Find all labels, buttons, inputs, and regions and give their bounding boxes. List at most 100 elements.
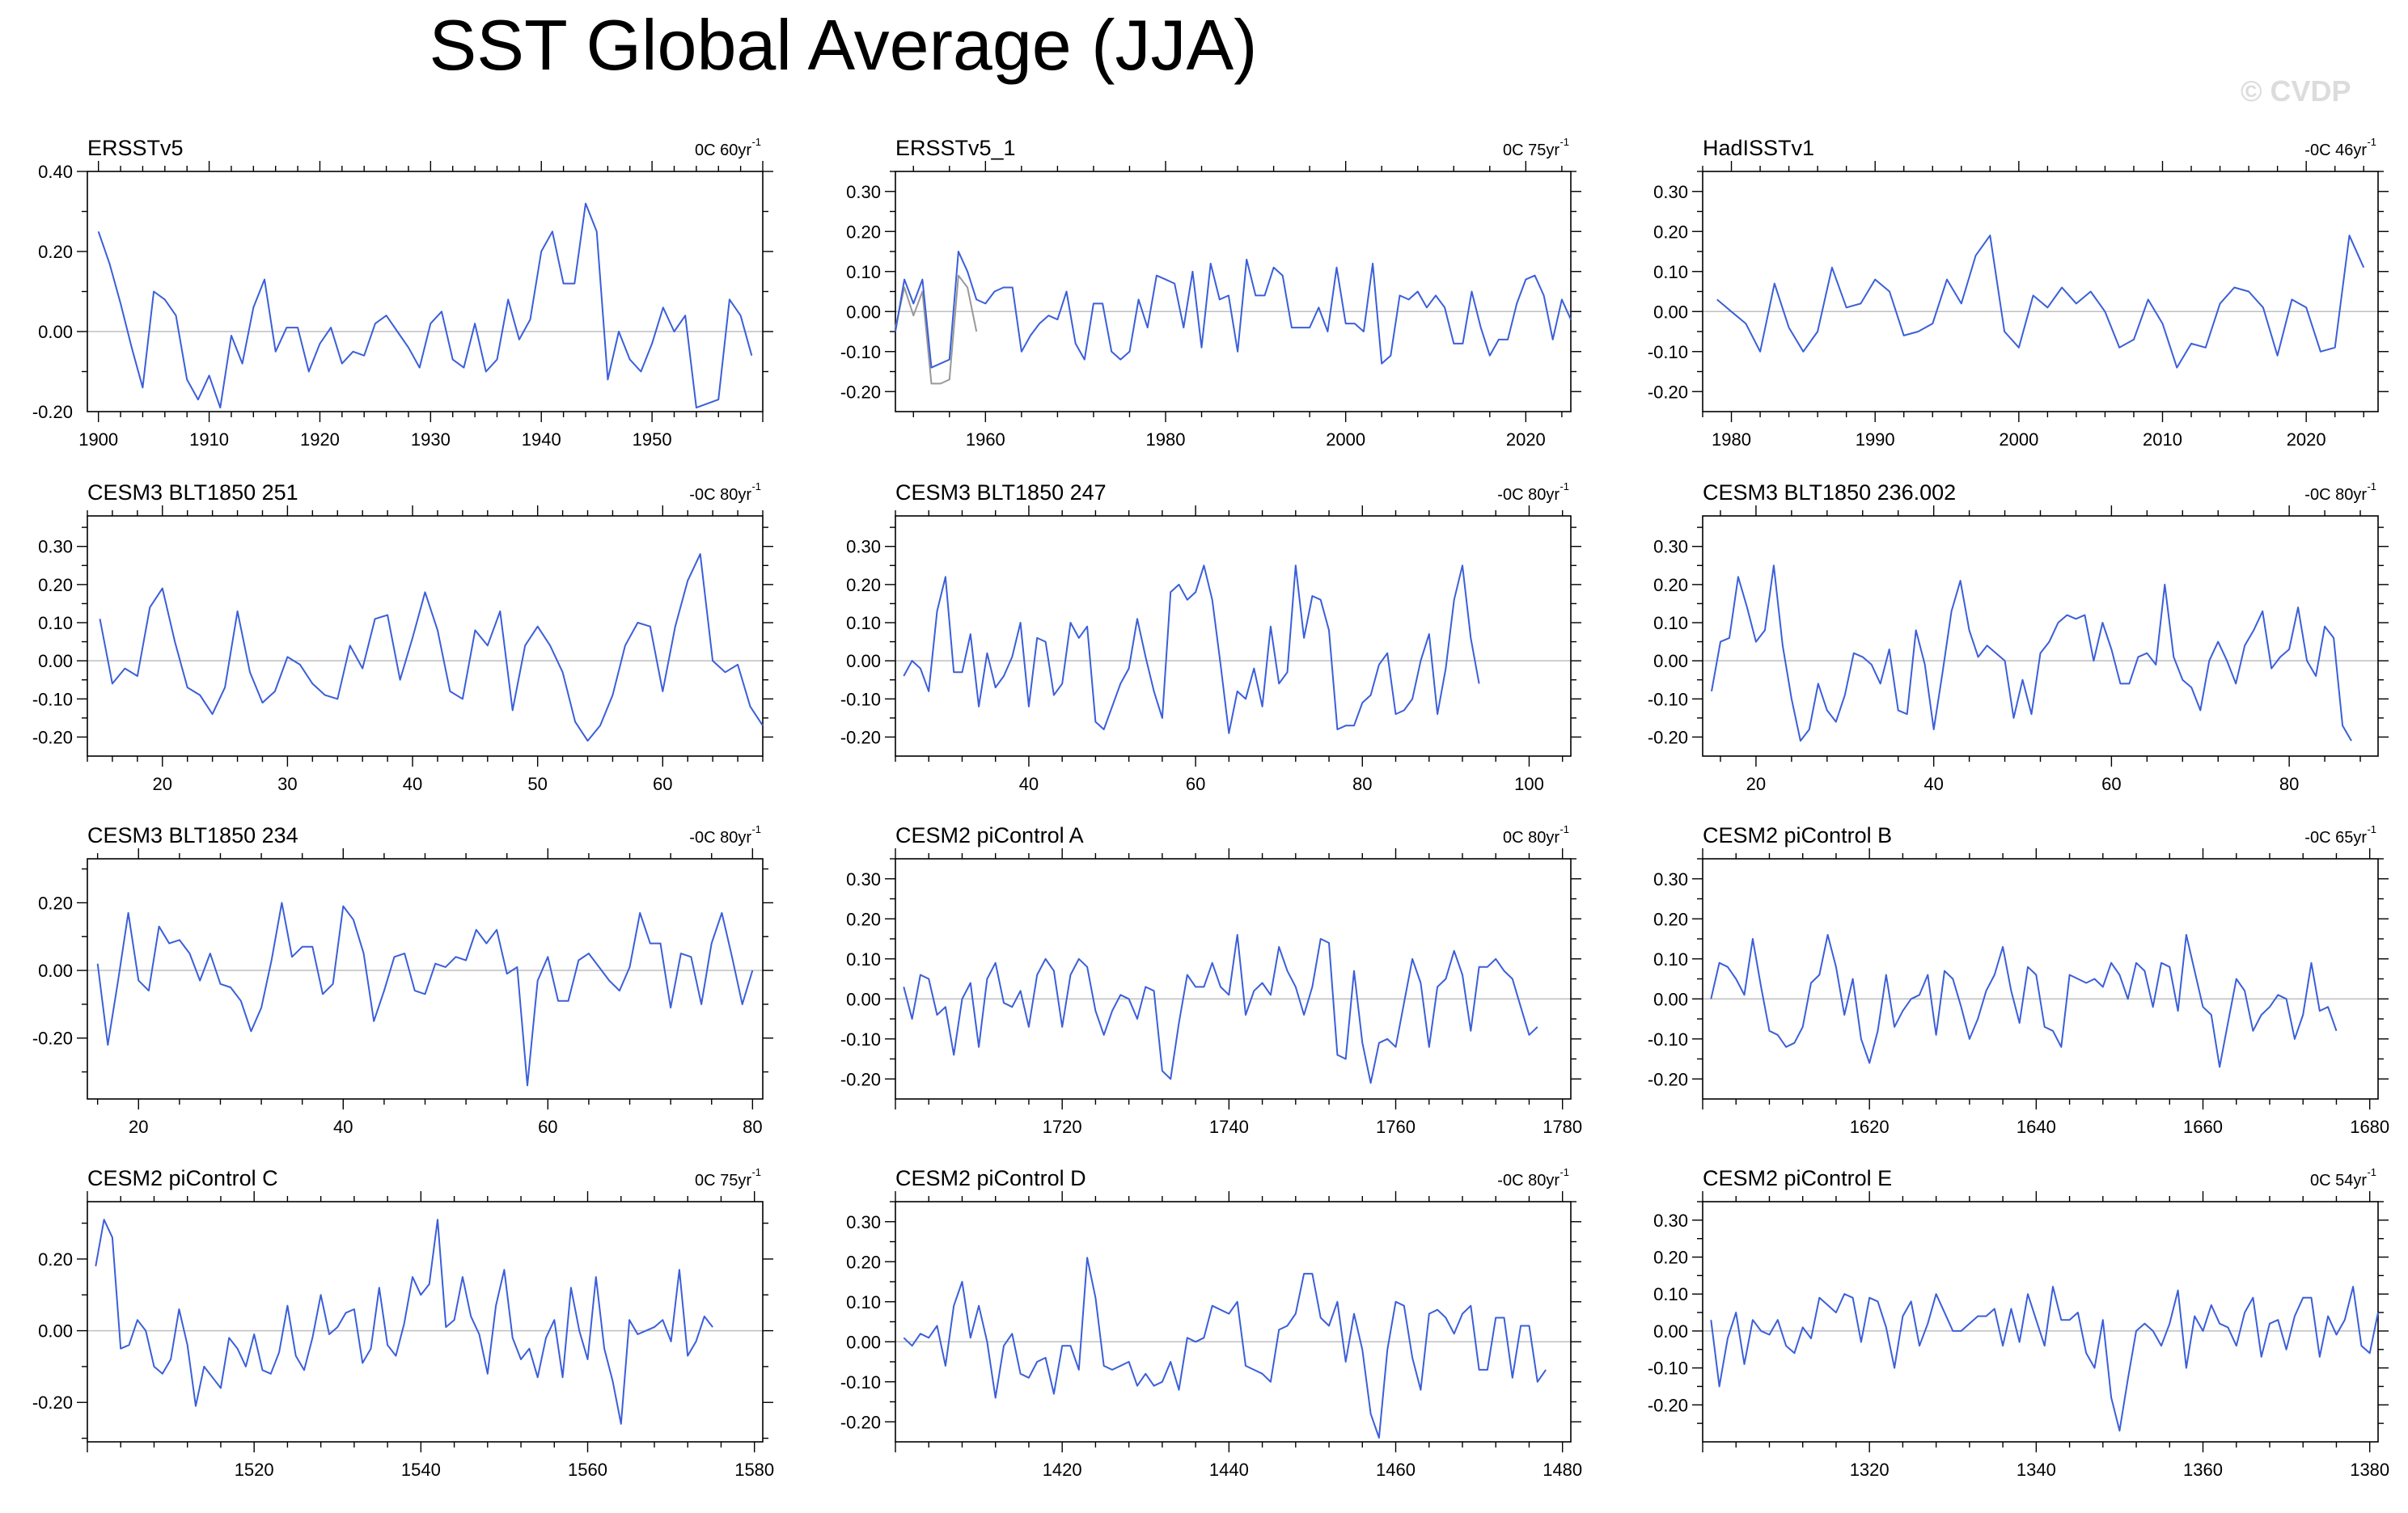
panel-trend-exponent: -1 <box>1559 1166 1569 1178</box>
y-tick-label: 0.10 <box>1653 262 1688 282</box>
panel-title: CESM3 BLT1850 236.002 <box>1703 480 1956 505</box>
y-tick-label: -0.20 <box>1648 382 1688 402</box>
y-tick-label: 0.00 <box>38 1321 73 1342</box>
panel-title: CESM2 piControl A <box>895 823 1084 847</box>
y-tick-label: 0.20 <box>38 1249 73 1270</box>
panel-title: CESM2 piControl C <box>87 1166 278 1190</box>
watermark: © CVDP <box>2241 74 2351 108</box>
y-tick-label: 0.30 <box>846 1212 881 1232</box>
plot-frame <box>895 515 1572 757</box>
y-tick-label: 0.30 <box>1653 869 1688 890</box>
panel-trend: 0C 60yr <box>695 142 751 159</box>
panel-trend-exponent: -1 <box>751 823 761 835</box>
x-tick-label: 30 <box>277 774 297 794</box>
x-tick-label: 2000 <box>1999 429 2038 450</box>
y-tick-label: 0.30 <box>846 869 881 890</box>
plot-frame <box>1702 515 2379 757</box>
y-tick-label: -0.10 <box>840 689 881 709</box>
y-tick-label: 0.20 <box>846 575 881 595</box>
panel-trend-exponent: -1 <box>751 480 761 492</box>
panel-title: CESM3 BLT1850 234 <box>87 823 298 847</box>
y-tick-label: 0.00 <box>846 989 881 1009</box>
panel-ersstv5: ERSSTv5 0C 60yr -1 -0.20 0.00 0.20 0.40 1900 191… <box>32 136 773 450</box>
panel-trend: -0C 80yr <box>689 829 751 847</box>
secondary-series-line <box>895 274 978 385</box>
x-tick-label: 1560 <box>568 1460 607 1480</box>
plot-frame <box>87 515 764 757</box>
x-tick-label: 1640 <box>2017 1117 2056 1137</box>
x-tick-label: 1660 <box>2183 1117 2223 1137</box>
panel-title: CESM2 piControl E <box>1703 1166 1892 1190</box>
panel-trend: 0C 75yr <box>1503 142 1559 159</box>
panel-trend: -0C 80yr <box>1497 486 1559 504</box>
series-line <box>99 553 764 742</box>
x-tick-label: 20 <box>129 1117 148 1137</box>
x-tick-label: 1980 <box>1146 429 1186 450</box>
x-tick-label: 2020 <box>1506 429 1546 450</box>
series-line <box>1710 934 2338 1068</box>
y-tick-label: 0.10 <box>1653 949 1688 970</box>
x-tick-label: 40 <box>1923 774 1943 794</box>
y-tick-label: -0.20 <box>1648 727 1688 747</box>
panel-title: HadISSTv1 <box>1703 136 1814 160</box>
y-tick-label: 0.00 <box>1653 989 1688 1009</box>
panel-trend: 0C 80yr <box>1503 829 1559 847</box>
panel-cesm2-picontrol-c: CESM2 piControl C 0C 75yr -1 -0.20 0.00 0.20 1… <box>32 1166 774 1480</box>
y-tick-label: -0.10 <box>1648 1029 1688 1050</box>
panel-title: CESM3 BLT1850 247 <box>895 480 1107 505</box>
y-tick-label: 0.20 <box>1653 1248 1688 1268</box>
x-tick-label: 60 <box>2101 774 2121 794</box>
x-tick-label: 80 <box>2279 774 2299 794</box>
y-tick-label: -0.20 <box>1648 1069 1688 1089</box>
x-tick-label: 1900 <box>78 429 118 450</box>
y-tick-label: -0.20 <box>32 1393 73 1413</box>
y-tick-label: 0.20 <box>38 893 73 913</box>
y-tick-label: -0.20 <box>840 1069 881 1089</box>
x-tick-label: 80 <box>743 1117 762 1137</box>
y-tick-label: -0.10 <box>1648 689 1688 709</box>
series-line <box>96 902 754 1087</box>
panel-trend-exponent: -1 <box>1559 480 1569 492</box>
x-tick-label: 1680 <box>2350 1117 2389 1137</box>
y-tick-label: 0.30 <box>38 537 73 557</box>
x-tick-label: 1380 <box>2350 1460 2389 1480</box>
panel-cesm3-blt1850-236-002: CESM3 BLT1850 236.002 -0C 80yr -1 -0.20 -0.1… <box>1648 480 2389 794</box>
x-tick-label: 40 <box>333 1117 353 1137</box>
y-tick-label: 0.00 <box>1653 651 1688 671</box>
plot-frame <box>1702 858 2379 1100</box>
panel-trend: -0C 80yr <box>689 486 751 504</box>
x-tick-label: 80 <box>1352 774 1372 794</box>
y-tick-label: -0.20 <box>1648 1395 1688 1415</box>
x-tick-label: 1780 <box>1543 1117 1582 1137</box>
panel-trend-exponent: -1 <box>2367 136 2376 148</box>
y-tick-label: 0.20 <box>38 575 73 595</box>
plot-frame <box>1702 171 2379 412</box>
plot-frame <box>87 858 764 1100</box>
y-tick-label: 0.20 <box>1653 909 1688 929</box>
series-line <box>97 202 753 409</box>
y-tick-label: 0.10 <box>38 613 73 633</box>
panel-cesm3-blt1850-234: CESM3 BLT1850 234 -0C 80yr -1 -0.20 0.00 0.20… <box>32 823 773 1137</box>
panel-trend-exponent: -1 <box>2367 823 2376 835</box>
series-line <box>1716 235 2365 369</box>
x-tick-label: 60 <box>538 1117 557 1137</box>
x-tick-label: 40 <box>1019 774 1039 794</box>
figure-title: SST Global Average (JJA) <box>429 5 1258 85</box>
y-tick-label: 0.00 <box>1653 302 1688 322</box>
y-tick-label: 0.40 <box>38 162 73 182</box>
y-tick-label: 0.10 <box>1653 613 1688 633</box>
y-tick-label: 0.10 <box>846 262 881 282</box>
y-tick-label: 0.10 <box>846 1292 881 1312</box>
x-tick-label: 1960 <box>966 429 1005 450</box>
panel-trend-exponent: -1 <box>751 136 761 148</box>
panel-ersstv5-1: ERSSTv5_1 0C 75yr -1 -0.20 -0.10 0.00 0.10 0.20… <box>840 136 1581 450</box>
series-line <box>903 1257 1547 1439</box>
y-tick-label: 0.30 <box>1653 1211 1688 1231</box>
y-tick-label: -0.10 <box>32 689 73 709</box>
panel-trend-exponent: -1 <box>2367 1166 2376 1178</box>
y-tick-label: -0.20 <box>840 382 881 402</box>
x-tick-label: 1360 <box>2183 1460 2223 1480</box>
y-tick-label: -0.20 <box>32 1029 73 1049</box>
y-tick-label: -0.10 <box>1648 1359 1688 1379</box>
